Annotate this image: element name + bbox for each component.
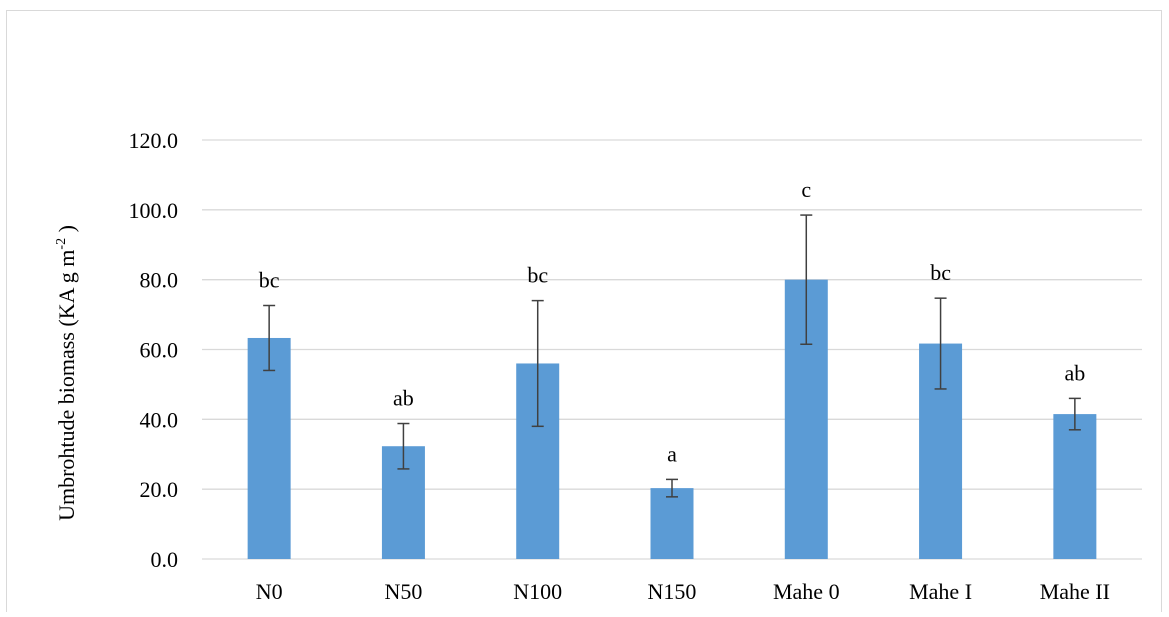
bar [1053, 414, 1097, 559]
y-axis-title-superscript: -2 [54, 238, 69, 250]
chart-frame [6, 10, 1162, 612]
y-axis-title-main: Umbrohtude biomass (KA g m [54, 250, 79, 521]
y-axis-title: Umbrohtude biomass (KA g m-2 ) [54, 225, 79, 521]
y-tick-label: 100.0 [129, 198, 179, 223]
y-tick-label: 40.0 [140, 407, 179, 432]
x-tick-label: N100 [513, 579, 562, 604]
y-tick-label: 60.0 [140, 338, 179, 363]
significance-labels: bc ab bc a c bc ab [259, 177, 1085, 466]
significance-label: bc [259, 268, 280, 293]
significance-label: a [667, 441, 677, 466]
bar [247, 337, 291, 559]
x-tick-label: N150 [648, 579, 697, 604]
bar [650, 488, 694, 559]
x-tick-label: N50 [384, 579, 422, 604]
x-tick-label: N0 [256, 579, 283, 604]
y-tick-label: 0.0 [151, 547, 179, 572]
significance-label: bc [527, 263, 548, 288]
x-tick-label: Mahe I [909, 579, 972, 604]
significance-label: ab [1064, 360, 1085, 385]
bars [247, 279, 1097, 559]
y-tick-label: 80.0 [140, 268, 179, 293]
error-bars [263, 214, 1081, 498]
x-tick-label: Mahe 0 [773, 579, 840, 604]
x-tick-label: Mahe II [1040, 579, 1110, 604]
y-axis-title-close: ) [54, 225, 79, 238]
y-axis-ticks: 0.0 20.0 40.0 60.0 80.0 100.0 120.0 [129, 128, 179, 572]
significance-label: c [801, 177, 811, 202]
significance-label: ab [393, 386, 414, 411]
significance-label: bc [930, 260, 951, 285]
y-tick-label: 20.0 [140, 477, 179, 502]
y-tick-label: 120.0 [129, 128, 179, 153]
x-axis-ticks: N0 N50 N100 N150 Mahe 0 Mahe I Mahe II [256, 579, 1110, 604]
